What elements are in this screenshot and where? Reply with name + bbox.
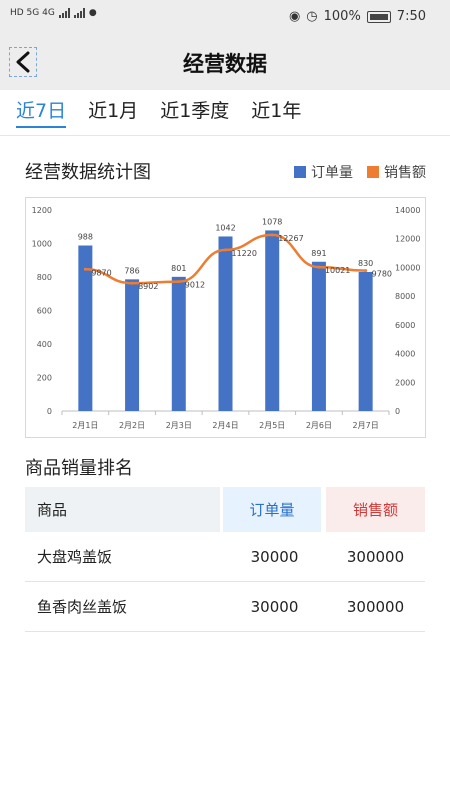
product-sales: 300000 — [346, 547, 405, 566]
bar-orders — [311, 261, 326, 411]
tab-1-year[interactable]: 近1年 — [251, 100, 302, 122]
y-left-tick-label: 200 — [37, 374, 52, 383]
y-right-tick-label: 8000 — [395, 292, 415, 301]
message-icon: ● — [88, 8, 97, 18]
legend-sales-swatch — [367, 166, 379, 178]
table-row[interactable]: 鱼香肉丝盖饭 30000 300000 — [25, 582, 425, 632]
table-header: 商品 订单量 销售额 — [25, 487, 425, 532]
battery-icon — [366, 10, 391, 23]
bar-data-label: 1078 — [262, 217, 282, 226]
y-left-tick-label: 0 — [47, 407, 52, 416]
status-right: ◉ ◷ 100% 7:50 — [289, 9, 426, 24]
product-orders: 30000 — [250, 547, 299, 566]
signal-icon — [58, 8, 70, 18]
back-button[interactable] — [9, 47, 37, 77]
status-left: HD 5G 4G ● — [10, 8, 97, 18]
line-data-label: 8902 — [138, 282, 158, 291]
signal-icon-2 — [73, 8, 85, 18]
x-tick-label: 2月5日 — [259, 421, 285, 430]
y-left-tick-label: 1200 — [32, 206, 52, 215]
x-tick-label: 2月2日 — [119, 421, 145, 430]
bar-data-label: 988 — [78, 233, 93, 242]
line-data-label: 10021 — [325, 266, 350, 275]
line-data-label: 9780 — [372, 270, 392, 279]
x-tick-label: 2月7日 — [353, 421, 379, 430]
chart-svg: 0200400600800100012000200040006000800010… — [32, 206, 421, 430]
y-right-tick-label: 0 — [395, 407, 400, 416]
line-data-label: 11220 — [232, 249, 257, 258]
chart-section-title: 经营数据统计图 — [25, 162, 151, 183]
y-left-tick-label: 800 — [37, 273, 52, 282]
product-name: 大盘鸡盖饭 — [37, 548, 113, 566]
chevron-left-icon — [16, 51, 30, 73]
y-right-tick-label: 6000 — [395, 321, 415, 330]
network-label: HD 5G 4G — [10, 8, 55, 18]
line-sales-point — [364, 269, 368, 273]
table-row[interactable]: 大盘鸡盖饭 30000 300000 — [25, 532, 425, 582]
bar-orders — [125, 279, 140, 411]
line-sales-point — [130, 281, 134, 285]
line-sales-point — [317, 265, 321, 269]
x-tick-label: 2月3日 — [166, 421, 192, 430]
bar-data-label: 1042 — [215, 223, 235, 232]
app-header: 经营数据 — [0, 34, 450, 90]
alarm-icon: ◷ — [306, 9, 318, 24]
legend-orders-label: 订单量 — [311, 165, 353, 181]
page-title: 经营数据 — [183, 52, 267, 76]
ranking-section-title: 商品销量排名 — [25, 458, 133, 479]
y-left-tick-label: 1000 — [32, 240, 52, 249]
bar-orders — [78, 245, 93, 411]
tab-1-month[interactable]: 近1月 — [88, 100, 139, 122]
col-header-orders[interactable]: 订单量 — [223, 487, 321, 532]
bar-orders — [358, 271, 373, 411]
bar-orders — [218, 236, 233, 411]
legend-sales-label: 销售额 — [384, 165, 426, 181]
y-right-tick-label: 2000 — [395, 378, 415, 387]
battery-percent: 100% — [323, 9, 361, 24]
eye-icon: ◉ — [288, 9, 301, 24]
y-left-tick-label: 400 — [37, 340, 52, 349]
y-right-tick-label: 10000 — [395, 263, 420, 272]
chart-legend: 订单量 销售额 — [294, 162, 426, 182]
bar-orders — [265, 230, 280, 411]
y-left-tick-label: 600 — [37, 307, 52, 316]
status-bar: HD 5G 4G ● ◉ ◷ 100% 7:50 — [0, 0, 450, 34]
line-sales-point — [177, 280, 181, 284]
product-orders: 30000 — [250, 597, 299, 616]
period-tabs: 近7日 近1月 近1季度 近1年 — [0, 90, 450, 136]
bar-data-label: 801 — [171, 264, 186, 273]
business-chart: 0 200 400 600 800 1000 1200 0 2000 4000 6000 8000 10… — [25, 197, 426, 438]
x-tick-label: 2月1日 — [72, 421, 98, 430]
line-data-label: 9870 — [91, 268, 111, 277]
legend-orders: 订单量 — [294, 162, 353, 182]
ranking-table: 商品 订单量 销售额 大盘鸡盖饭 30000 300000 鱼香肉丝盖饭 300… — [25, 487, 425, 632]
y-right-tick-label: 4000 — [395, 350, 415, 359]
bar-data-label: 891 — [311, 249, 326, 258]
line-sales-point — [270, 233, 274, 237]
bar-orders — [171, 276, 186, 411]
product-name: 鱼香肉丝盖饭 — [37, 598, 128, 616]
col-header-product[interactable]: 商品 — [25, 487, 220, 532]
line-sales-point — [83, 267, 87, 271]
legend-orders-swatch — [294, 166, 306, 178]
product-sales: 300000 — [346, 597, 405, 616]
y-right-tick-label: 14000 — [395, 206, 420, 215]
x-tick-label: 2月4日 — [212, 421, 238, 430]
y-right-tick-label: 12000 — [395, 235, 420, 244]
tab-1-quarter[interactable]: 近1季度 — [160, 100, 230, 122]
line-sales-point — [224, 248, 227, 252]
line-data-label: 9012 — [185, 281, 205, 290]
bar-data-label: 830 — [358, 259, 373, 268]
legend-sales: 销售额 — [367, 162, 426, 182]
x-tick-label: 2月6日 — [306, 421, 332, 430]
bar-data-label: 786 — [124, 266, 139, 275]
line-data-label: 12267 — [278, 234, 303, 243]
col-header-sales[interactable]: 销售额 — [326, 487, 425, 532]
tab-7-days[interactable]: 近7日 — [16, 90, 67, 136]
clock: 7:50 — [396, 9, 426, 24]
